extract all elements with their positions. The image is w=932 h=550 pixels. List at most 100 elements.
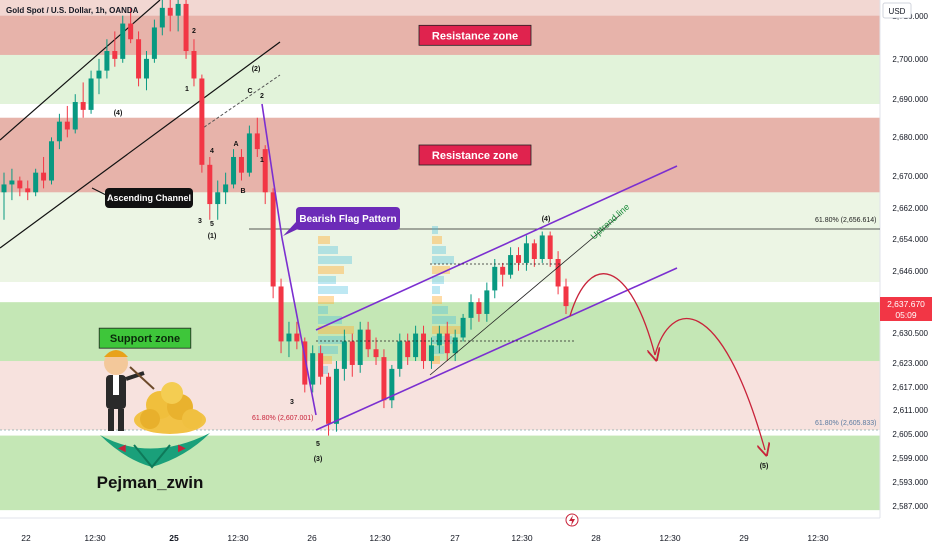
- time-label: 12:30: [659, 533, 681, 543]
- time-label: 29: [739, 533, 749, 543]
- price-tick: 2,680.000: [892, 133, 928, 142]
- candle-body: [183, 3, 189, 52]
- candle-body: [539, 235, 545, 259]
- svg-text:◀: ◀: [118, 443, 126, 454]
- wave-label: C: [247, 88, 252, 95]
- volume-bar: [318, 356, 332, 364]
- volume-bar: [432, 356, 440, 364]
- forecast-path: [569, 273, 765, 450]
- candle-body: [270, 192, 276, 287]
- candle-body: [318, 353, 324, 377]
- fib-label-3: 61.80% (2,605.833): [815, 420, 877, 427]
- time-axis[interactable]: 22 12:30 25 12:30 26 12:30 27 12:30 28 12:30 29 12:…: [21, 533, 829, 543]
- price-tick: 2,599.000: [892, 454, 928, 463]
- candle-body: [191, 51, 197, 79]
- volume-bar: [432, 246, 446, 254]
- candle-body: [64, 121, 70, 130]
- candle-body: [405, 341, 411, 358]
- volume-bar: [318, 266, 344, 274]
- bearish-flag-lines: [261, 103, 678, 431]
- wave-label: 5: [210, 221, 214, 228]
- volume-bar: [318, 336, 346, 344]
- candle-body: [413, 333, 419, 358]
- candle-body: [199, 78, 205, 165]
- candle-body: [421, 333, 427, 362]
- wave-label: (1): [208, 233, 217, 240]
- time-label: 28: [591, 533, 601, 543]
- candle-body: [397, 341, 403, 369]
- time-label: 27: [450, 533, 460, 543]
- candle-body: [278, 286, 284, 342]
- time-label: 25: [169, 533, 179, 543]
- wave-label: 3: [198, 218, 202, 225]
- candle-body: [349, 341, 355, 365]
- volume-bar: [432, 316, 456, 324]
- candle-body: [175, 3, 181, 16]
- zones-layer: [0, 0, 880, 430]
- time-label: 22: [21, 533, 31, 543]
- candle-body: [231, 156, 237, 185]
- wave-label: (4): [114, 110, 123, 117]
- author-name: Pejman_zwin: [97, 473, 204, 492]
- price-tick: 2,587.000: [892, 502, 928, 511]
- candle-body: [9, 180, 15, 185]
- zone-label-box-2: [98, 327, 192, 349]
- svg-text:▶: ▶: [178, 443, 186, 454]
- fib-label-1: 61.80% (2,656.614): [815, 217, 877, 224]
- volume-bar: [432, 226, 438, 234]
- volume-bar: [432, 256, 454, 264]
- zone-label-1: Resistance zone: [432, 150, 518, 162]
- lightning-icon[interactable]: [565, 513, 579, 527]
- candle-body: [80, 102, 86, 110]
- candlestick-series: [1, 0, 569, 436]
- volume-bar: [318, 346, 338, 354]
- candle-body: [88, 78, 94, 110]
- candle-body: [468, 302, 474, 318]
- current-price: 2,637.670: [887, 299, 925, 309]
- candle-body: [41, 172, 47, 181]
- candle-body: [48, 141, 54, 181]
- candle-body: [373, 349, 379, 358]
- time-label: 12:30: [511, 533, 533, 543]
- candle-body: [492, 266, 498, 291]
- band-pale-green: [0, 54, 880, 104]
- candle-body: [56, 121, 62, 142]
- wave-label: (5): [760, 463, 769, 470]
- candle-body: [563, 286, 569, 307]
- volume-bar: [432, 286, 440, 294]
- wave-labels: 2 1 (4) (2) C 2 1 4 A B 3 5 (1) 3 5 (3) (4) (5): [114, 28, 769, 470]
- candle-body: [294, 333, 300, 342]
- candle-body: [381, 357, 387, 401]
- author-caricature: ◀ ▶ Pejman_zwin: [97, 350, 210, 492]
- candle-body: [286, 333, 292, 342]
- candle-body: [128, 23, 134, 40]
- price-tick: 2,670.000: [892, 172, 928, 181]
- candle-body: [262, 149, 268, 193]
- ascending-channel: [0, 0, 281, 249]
- fib-label-2: 61.80% (2,607.001): [252, 415, 314, 422]
- zone-label-2: Support zone: [110, 333, 180, 345]
- volume-bar: [432, 306, 448, 314]
- currency-box[interactable]: USD: [882, 2, 912, 19]
- price-tick: 2,662.000: [892, 204, 928, 213]
- candle-body: [112, 51, 118, 59]
- wave-label: 5: [316, 441, 320, 448]
- time-label: 12:30: [84, 533, 106, 543]
- candle-body: [72, 102, 78, 130]
- volume-bar: [318, 316, 342, 324]
- time-label: 12:30: [227, 533, 249, 543]
- volume-bar: [432, 236, 442, 244]
- price-tick: 2,617.000: [892, 383, 928, 392]
- symbol-title: Gold Spot / U.S. Dollar, 1h, OANDA: [6, 6, 139, 15]
- candle-body: [96, 70, 102, 79]
- candle-body: [484, 290, 490, 314]
- volume-bar: [432, 276, 444, 284]
- price-tick: 2,630.500: [892, 329, 928, 338]
- candle-body: [547, 235, 553, 259]
- candle-body: [17, 180, 23, 189]
- wave-label: 2: [260, 93, 264, 100]
- candle-body: [476, 302, 482, 314]
- volume-bar: [318, 236, 330, 244]
